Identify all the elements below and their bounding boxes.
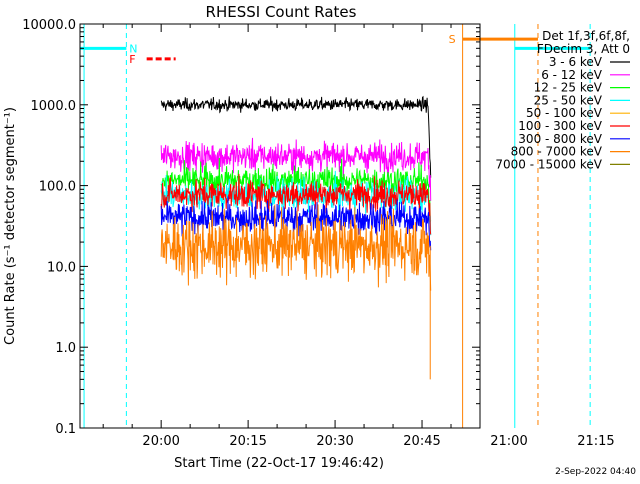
x-tick-label: 20:45 — [403, 434, 440, 449]
series-line — [160, 157, 432, 222]
legend-entry-label: 300 - 800 keV — [518, 132, 602, 146]
legend: Det 1f,3f,6f,8f, FDecim 3, Att 0 3 - 6 k… — [495, 29, 630, 171]
legend-header-line-1: Det 1f,3f,6f,8f, — [542, 29, 630, 43]
series-layer — [160, 95, 432, 380]
y-tick-label: 10000.0 — [22, 18, 76, 33]
plot-frame — [79, 23, 481, 429]
chart-title: RHESSI Count Rates — [206, 3, 357, 21]
y-tick-label: 0.1 — [55, 422, 76, 437]
x-tick-label: 20:15 — [229, 434, 266, 449]
series-line — [160, 95, 432, 178]
legend-entry-label: 50 - 100 keV — [526, 106, 603, 120]
legend-entry-label: 12 - 25 keV — [534, 81, 603, 95]
x-axis-label: Start Time (22-Oct-17 19:46:42) — [174, 456, 384, 471]
y-tick-label: 1.0 — [55, 341, 76, 356]
series-line — [160, 196, 432, 251]
x-tick-label: 20:30 — [316, 434, 353, 449]
series-line — [160, 173, 432, 235]
saa-label: S — [449, 33, 456, 46]
legend-entry-label: 25 - 50 keV — [534, 93, 603, 107]
y-axis-label: Count Rate (s⁻¹ detector segment⁻¹) — [3, 107, 18, 345]
y-tick-label: 1000.0 — [31, 99, 77, 114]
legend-entry-label: 100 - 300 keV — [518, 119, 602, 133]
x-tick-label: 20:00 — [142, 434, 179, 449]
x-tick-label: 21:00 — [490, 434, 527, 449]
generation-date: 2-Sep-2022 04:40 — [555, 467, 636, 477]
y-tick-label: 10.0 — [47, 260, 76, 275]
flag-label: F — [129, 53, 135, 66]
legend-entry-label: 3 - 6 keV — [549, 55, 603, 69]
flag-label: N — [129, 42, 137, 55]
axis-layer: 20:00 20:15 20:30 20:45 21:00 21:15 0.1 1.0 10.0… — [22, 18, 614, 449]
series-line — [160, 137, 432, 201]
legend-entry-label: 800 - 7000 keV — [511, 145, 603, 159]
series-line — [160, 204, 432, 291]
x-tick-label: 21:15 — [577, 434, 614, 449]
legend-entry-label: 6 - 12 keV — [541, 68, 603, 82]
marker-layer: S NF — [80, 24, 591, 428]
y-tick-label: 100.0 — [39, 180, 76, 195]
legend-entry-label: 7000 - 15000 keV — [495, 157, 602, 171]
legend-header-line-2: FDecim 3, Att 0 — [537, 42, 630, 56]
